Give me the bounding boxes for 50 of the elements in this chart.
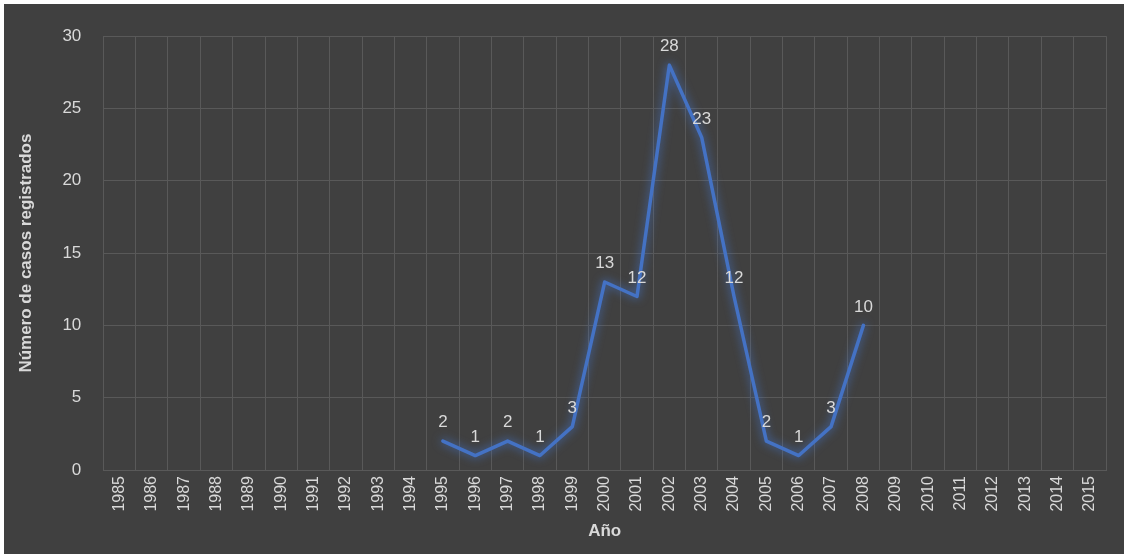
x-tick-label: 1993 xyxy=(368,475,386,512)
x-tick-label: 2003 xyxy=(692,475,710,512)
x-tick-label: 2014 xyxy=(1047,475,1065,512)
x-tick-label: 2013 xyxy=(1015,475,1033,512)
data-label: 23 xyxy=(692,108,712,128)
data-label: 10 xyxy=(853,296,873,316)
y-axis-title: Número de casos registrados xyxy=(15,133,35,373)
y-tick-label: 15 xyxy=(62,242,82,262)
x-tick-label: 2000 xyxy=(595,475,613,512)
x-tick-label: 2011 xyxy=(950,475,968,511)
x-tick-label: 1995 xyxy=(433,475,451,512)
x-axis-title: Año xyxy=(588,521,622,541)
x-tick-label: 2008 xyxy=(853,475,871,512)
y-tick-label: 5 xyxy=(71,387,82,407)
x-tick-label: 2012 xyxy=(983,475,1001,512)
y-tick-label: 20 xyxy=(62,170,82,190)
x-tick-label: 1991 xyxy=(303,475,321,512)
x-tick-label: 1992 xyxy=(336,475,354,512)
x-tick-label: 2004 xyxy=(724,475,742,512)
y-tick-label: 25 xyxy=(62,98,82,118)
data-label: 1 xyxy=(535,426,545,446)
x-tick-label: 1985 xyxy=(109,475,127,512)
x-tick-label: 1996 xyxy=(465,475,483,512)
x-tick-label: 2001 xyxy=(627,475,645,512)
x-tick-label: 1999 xyxy=(562,475,580,512)
x-tick-label: 1997 xyxy=(498,475,516,512)
x-tick-label: 2010 xyxy=(918,475,936,512)
x-tick-label: 2002 xyxy=(659,475,677,512)
x-tick-label: 2007 xyxy=(821,475,839,512)
y-tick-label: 0 xyxy=(71,459,82,479)
data-label: 2 xyxy=(438,412,448,432)
x-tick-label: 2009 xyxy=(886,475,904,512)
x-tick-label: 1989 xyxy=(239,475,257,512)
data-label: 2 xyxy=(502,412,513,432)
x-tick-label: 1988 xyxy=(206,475,224,512)
data-label: 1 xyxy=(470,426,481,446)
data-label: 28 xyxy=(659,36,679,56)
x-tick-label: 2015 xyxy=(1080,475,1098,512)
x-tick-label: 1994 xyxy=(400,475,418,512)
x-tick-label: 1986 xyxy=(142,475,160,512)
x-tick-label: 2006 xyxy=(789,475,807,512)
y-tick-label: 30 xyxy=(62,25,82,45)
x-tick-label: 2005 xyxy=(756,475,774,512)
y-tick-label: 10 xyxy=(62,315,82,335)
data-label: 1 xyxy=(793,426,804,446)
data-label: 3 xyxy=(826,397,836,417)
x-tick-label: 1990 xyxy=(271,475,289,512)
data-label: 13 xyxy=(595,253,615,273)
x-tick-label: 1987 xyxy=(174,475,192,512)
x-tick-label: 1998 xyxy=(530,475,548,512)
